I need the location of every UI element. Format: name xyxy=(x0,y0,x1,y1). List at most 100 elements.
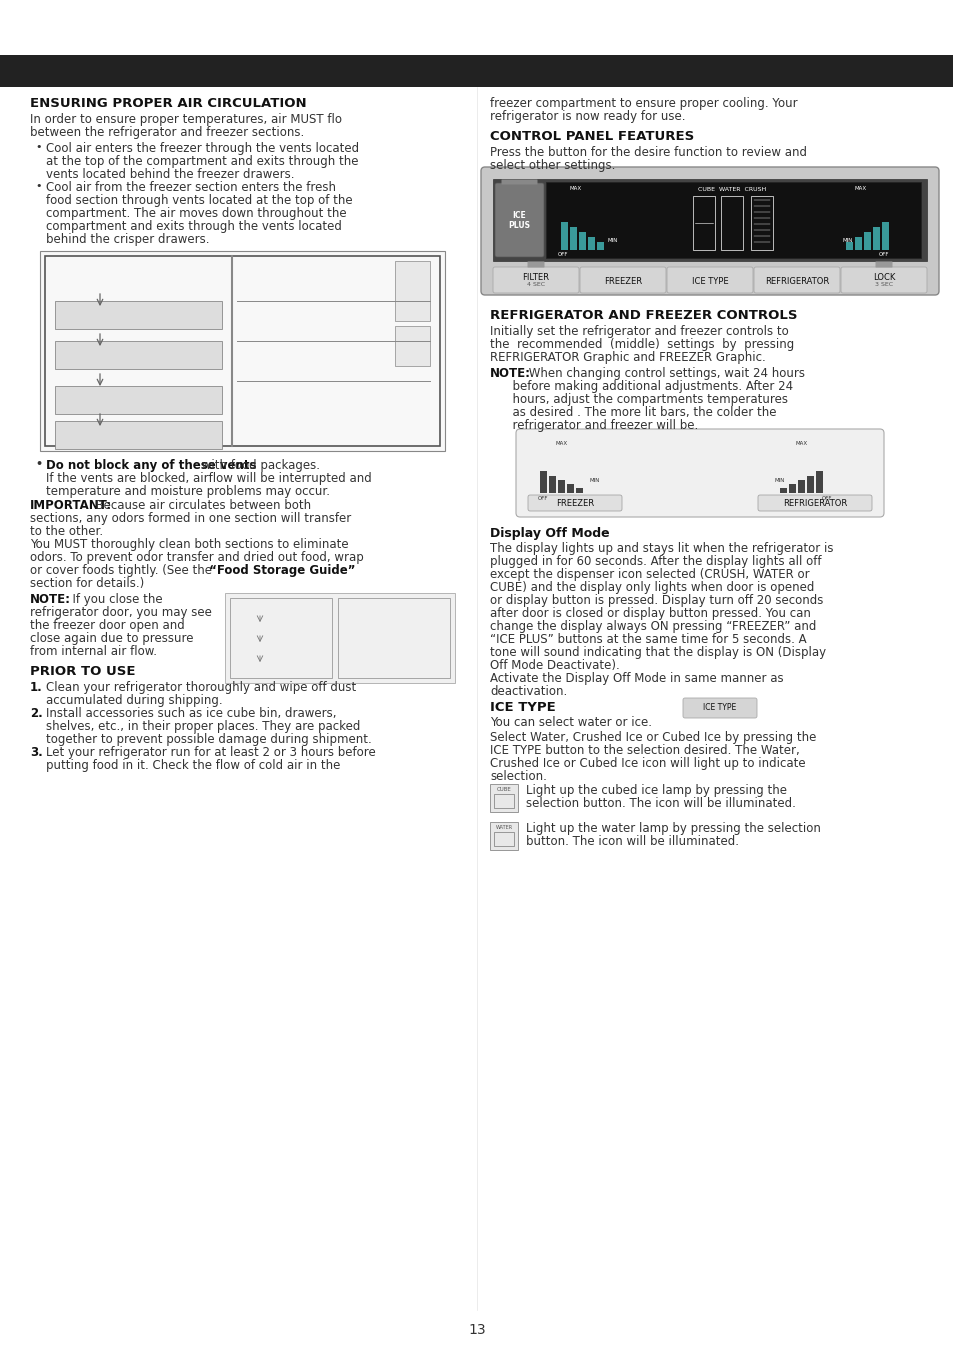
Text: after door is closed or display button pressed. You can: after door is closed or display button p… xyxy=(490,607,810,620)
Text: temperature and moisture problems may occur.: temperature and moisture problems may oc… xyxy=(46,485,330,497)
Text: MAX: MAX xyxy=(556,441,567,446)
Text: as desired . The more lit bars, the colder the: as desired . The more lit bars, the cold… xyxy=(490,406,776,419)
Text: ICE TYPE: ICE TYPE xyxy=(702,704,736,713)
Bar xyxy=(55,341,222,369)
Text: compartment. The air moves down throughout the: compartment. The air moves down througho… xyxy=(46,208,346,220)
Text: Select Water, Crushed Ice or Cubed Ice by pressing the: Select Water, Crushed Ice or Cubed Ice b… xyxy=(490,731,816,744)
Text: plugged in for 60 seconds. After the display lights all off: plugged in for 60 seconds. After the dis… xyxy=(490,555,821,568)
Bar xyxy=(587,237,595,249)
Bar xyxy=(490,822,517,851)
Text: PLUS: PLUS xyxy=(508,221,530,229)
Text: Let your refrigerator run for at least 2 or 3 hours before: Let your refrigerator run for at least 2… xyxy=(46,745,375,759)
Text: shelves, etc., in their proper places. They are packed: shelves, etc., in their proper places. T… xyxy=(46,720,360,733)
Bar xyxy=(578,232,585,249)
Text: before making additional adjustments. After 24: before making additional adjustments. Af… xyxy=(490,380,792,394)
Bar xyxy=(545,182,920,257)
Text: NOTE:: NOTE: xyxy=(490,367,531,380)
Text: Cool air from the freezer section enters the fresh: Cool air from the freezer section enters… xyxy=(46,181,335,194)
Text: deactivation.: deactivation. xyxy=(490,685,567,698)
Bar xyxy=(230,599,332,678)
Text: refrigerator and freezer will be.: refrigerator and freezer will be. xyxy=(490,419,698,431)
FancyBboxPatch shape xyxy=(480,167,938,295)
Text: MIN: MIN xyxy=(842,237,853,243)
Text: OFF: OFF xyxy=(821,496,832,501)
Text: Light up the water lamp by pressing the selection: Light up the water lamp by pressing the … xyxy=(525,822,820,834)
Bar xyxy=(750,195,772,249)
Bar xyxy=(788,484,795,493)
Text: MAX: MAX xyxy=(795,441,807,446)
Text: compartment and exits through the vents located: compartment and exits through the vents … xyxy=(46,220,341,233)
Text: MIN: MIN xyxy=(774,479,784,484)
Text: REFRIGERATOR: REFRIGERATOR xyxy=(782,499,846,507)
Text: •: • xyxy=(35,181,42,191)
Bar xyxy=(539,470,546,493)
Text: odors. To prevent odor transfer and dried out food, wrap: odors. To prevent odor transfer and drie… xyxy=(30,551,363,563)
FancyBboxPatch shape xyxy=(527,495,621,511)
Bar xyxy=(872,226,879,249)
Bar xyxy=(395,262,430,321)
Bar xyxy=(337,599,450,678)
Text: 2.: 2. xyxy=(30,706,43,720)
Bar xyxy=(692,195,714,249)
Bar xyxy=(854,237,862,249)
Text: to the other.: to the other. xyxy=(30,524,103,538)
Bar xyxy=(882,222,888,249)
Bar xyxy=(45,256,439,446)
Bar xyxy=(780,488,786,493)
Bar xyxy=(548,476,556,493)
Text: refrigerator door, you may see: refrigerator door, you may see xyxy=(30,607,212,619)
Text: In order to ensure proper temperatures, air MUST flo: In order to ensure proper temperatures, … xyxy=(30,113,341,125)
Text: You MUST thoroughly clean both sections to eliminate: You MUST thoroughly clean both sections … xyxy=(30,538,348,551)
Text: close again due to pressure: close again due to pressure xyxy=(30,632,193,644)
Text: freezer compartment to ensure proper cooling. Your: freezer compartment to ensure proper coo… xyxy=(490,97,797,111)
Text: ICE TYPE: ICE TYPE xyxy=(691,276,727,286)
Text: Off Mode Deactivate).: Off Mode Deactivate). xyxy=(490,659,619,673)
Text: Clean your refrigerator thoroughly and wipe off dust: Clean your refrigerator thoroughly and w… xyxy=(46,681,355,694)
Text: Crushed Ice or Cubed Ice icon will light up to indicate: Crushed Ice or Cubed Ice icon will light… xyxy=(490,758,804,770)
Bar xyxy=(558,480,564,493)
FancyBboxPatch shape xyxy=(501,179,537,185)
Text: Activate the Display Off Mode in same manner as: Activate the Display Off Mode in same ma… xyxy=(490,673,782,685)
Text: CUBE) and the display only lights when door is opened: CUBE) and the display only lights when d… xyxy=(490,581,814,594)
Bar xyxy=(55,421,222,449)
Text: hours, adjust the compartments temperatures: hours, adjust the compartments temperatu… xyxy=(490,394,787,406)
Text: WATER: WATER xyxy=(495,825,512,830)
Bar xyxy=(720,195,742,249)
FancyBboxPatch shape xyxy=(841,267,926,293)
Text: tone will sound indicating that the display is ON (Display: tone will sound indicating that the disp… xyxy=(490,646,825,659)
FancyBboxPatch shape xyxy=(758,495,871,511)
Text: ICE: ICE xyxy=(512,212,526,221)
FancyBboxPatch shape xyxy=(666,267,752,293)
Text: section for details.): section for details.) xyxy=(30,577,144,590)
Text: ICE TYPE button to the selection desired. The Water,: ICE TYPE button to the selection desired… xyxy=(490,744,799,758)
Bar xyxy=(225,593,455,683)
Text: together to prevent possible damage during shipment.: together to prevent possible damage duri… xyxy=(46,733,372,745)
Text: selection.: selection. xyxy=(490,770,546,783)
Text: “ICE PLUS” buttons at the same time for 5 seconds. A: “ICE PLUS” buttons at the same time for … xyxy=(490,634,806,646)
Text: CUBE: CUBE xyxy=(497,787,511,793)
Text: IMPORTANT:: IMPORTANT: xyxy=(30,499,112,512)
Text: Light up the cubed ice lamp by pressing the: Light up the cubed ice lamp by pressing … xyxy=(525,785,786,797)
Text: between the refrigerator and freezer sections.: between the refrigerator and freezer sec… xyxy=(30,125,304,139)
Bar xyxy=(863,232,870,249)
Text: change the display always ON pressing “FREEZER” and: change the display always ON pressing “F… xyxy=(490,620,816,634)
Text: •: • xyxy=(35,142,42,152)
Text: “Food Storage Guide”: “Food Storage Guide” xyxy=(205,563,355,577)
Text: 3 SEC: 3 SEC xyxy=(874,283,892,287)
Text: NOTE:: NOTE: xyxy=(30,593,71,607)
FancyBboxPatch shape xyxy=(875,262,892,267)
FancyBboxPatch shape xyxy=(753,267,840,293)
Text: Initially set the refrigerator and freezer controls to: Initially set the refrigerator and freez… xyxy=(490,325,788,338)
FancyBboxPatch shape xyxy=(516,429,883,518)
Text: OFF: OFF xyxy=(558,252,568,257)
Bar xyxy=(576,488,582,493)
Text: Because air circulates between both: Because air circulates between both xyxy=(88,499,311,512)
Text: the  recommended  (middle)  settings  by  pressing: the recommended (middle) settings by pre… xyxy=(490,338,794,350)
Text: accumulated during shipping.: accumulated during shipping. xyxy=(46,694,222,706)
Text: •: • xyxy=(35,460,42,469)
Bar xyxy=(815,470,822,493)
Text: Press the button for the desire function to review and: Press the button for the desire function… xyxy=(490,146,806,159)
Text: behind the crisper drawers.: behind the crisper drawers. xyxy=(46,233,210,245)
Bar xyxy=(40,251,444,452)
Bar xyxy=(806,476,813,493)
